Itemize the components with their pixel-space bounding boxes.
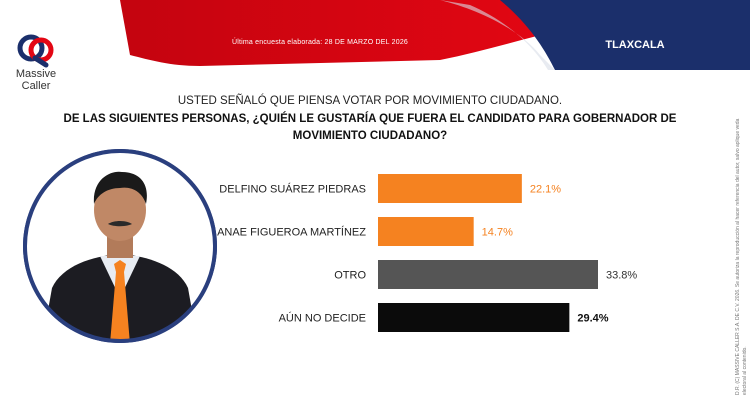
category-label: DELFINO SUÁREZ PIEDRAS <box>219 183 366 196</box>
question-preamble: USTED SEÑALÓ QUE PIENSA VOTAR POR MOVIMI… <box>177 95 563 107</box>
value-label: 22.1% <box>530 184 561 196</box>
value-label: 33.8% <box>606 270 637 282</box>
region-label: TLAXCALA <box>605 39 665 51</box>
logo-text-line1: Massive <box>15 68 57 80</box>
candidate-photo <box>23 149 217 343</box>
category-label: OTRO <box>334 270 366 282</box>
copyright-note: D.R. (C) MASSIVE CALLER S.A. DE C.V. 202… <box>735 118 748 395</box>
value-label: 14.7% <box>482 227 513 239</box>
survey-date: Última encuesta elaborada: 28 DE MARZO D… <box>231 39 409 46</box>
category-label: ANAE FIGUEROA MARTÍNEZ <box>217 226 366 239</box>
bar <box>378 260 598 289</box>
massive-caller-logo: Massive Caller <box>8 32 64 92</box>
bar <box>378 217 474 246</box>
bars-group: DELFINO SUÁREZ PIEDRAS 22.1% ANAE FIGUEROA… <box>217 174 637 332</box>
logo-mark-icon <box>17 34 54 68</box>
logo-text-line2: Caller <box>21 80 51 92</box>
bar <box>378 303 570 332</box>
value-label: 29.4% <box>577 313 608 325</box>
category-label: AÚN NO DECIDE <box>279 312 366 325</box>
bar <box>378 174 522 203</box>
question-title: DE LAS SIGUIENTES PERSONAS, ¿QUIÉN LE GU… <box>63 113 677 142</box>
header-band <box>0 0 750 72</box>
